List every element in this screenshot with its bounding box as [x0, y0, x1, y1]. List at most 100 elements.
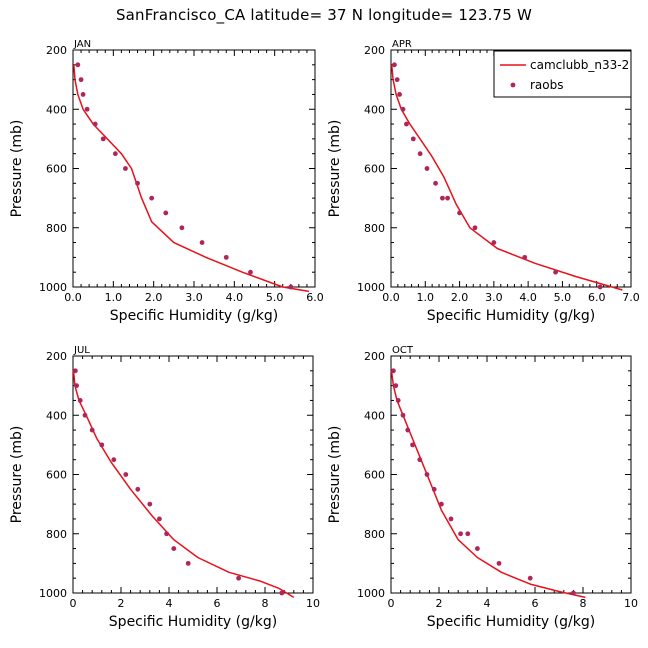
raobs-point	[163, 210, 169, 216]
y-tick-label: 1000	[357, 587, 385, 600]
panel-label: JUL	[73, 345, 90, 356]
raobs-point	[89, 427, 95, 433]
raobs-point	[400, 106, 406, 112]
x-tick-label: 5.0	[554, 291, 572, 304]
raobs-point	[491, 240, 497, 245]
panel-label: OCT	[392, 345, 414, 356]
raobs-point	[433, 180, 438, 186]
y-axis-label: Pressure (mb)	[9, 120, 25, 218]
raobs-point	[395, 398, 401, 403]
raobs-point	[92, 121, 98, 127]
raobs-point	[393, 383, 399, 389]
x-tick-label: 0	[70, 597, 77, 610]
raobs-point	[553, 269, 558, 275]
x-tick-label: 2	[118, 597, 125, 610]
raobs-point	[171, 546, 177, 551]
raobs-point	[157, 516, 162, 522]
y-tick-label: 800	[46, 528, 67, 541]
y-tick-label: 600	[46, 163, 67, 176]
legend-model-label: camclubb_n33-2	[530, 58, 629, 72]
y-axis-label: Pressure (mb)	[9, 426, 25, 524]
y-tick-label: 200	[46, 350, 67, 363]
x-tick-label: 8	[580, 597, 587, 610]
y-tick-label: 400	[46, 103, 67, 116]
y-tick-label: 600	[46, 469, 67, 482]
y-tick-label: 600	[364, 469, 385, 482]
raobs-point	[179, 225, 185, 231]
raobs-point	[84, 106, 90, 112]
raobs-point	[424, 472, 430, 477]
x-tick-label: 1.0	[417, 291, 435, 304]
x-tick-label: 2	[436, 597, 443, 610]
y-tick-label: 800	[46, 222, 67, 235]
x-tick-label: 4.0	[226, 291, 244, 304]
raobs-point	[199, 240, 205, 245]
raobs-point	[236, 575, 242, 581]
raobs-point	[417, 151, 423, 157]
raobs-point	[457, 210, 462, 216]
raobs-point	[123, 166, 128, 171]
x-tick-label: 0.0	[64, 291, 82, 304]
raobs-point	[527, 575, 533, 581]
legend-obs-label: raobs	[530, 78, 564, 92]
raobs-point	[149, 195, 155, 201]
raobs-point	[571, 590, 576, 596]
raobs-point	[400, 412, 406, 418]
y-tick-label: 200	[364, 350, 385, 363]
figure-title: SanFrancisco_CA latitude= 37 N longitude…	[115, 6, 533, 24]
x-tick-label: 10	[306, 597, 320, 610]
raobs-point	[445, 195, 450, 201]
x-tick-label: 6	[214, 597, 221, 610]
raobs-point	[448, 516, 454, 522]
x-tick-label: 2.0	[145, 291, 163, 304]
raobs-point	[75, 62, 81, 68]
raobs-point	[431, 486, 437, 492]
raobs-point	[410, 136, 416, 142]
x-tick-label: 4	[484, 597, 491, 610]
raobs-point	[112, 151, 118, 157]
raobs-point	[472, 225, 478, 231]
raobs-point	[99, 442, 105, 448]
raobs-point	[392, 62, 397, 68]
panel-label: APR	[392, 39, 412, 50]
model-profile-line	[390, 64, 623, 291]
model-profile-line	[72, 370, 295, 599]
raobs-point	[496, 560, 502, 566]
raobs-point	[123, 472, 129, 477]
model-profile-line	[73, 64, 310, 293]
x-axis-label: Specific Humidity (g/kg)	[427, 614, 595, 630]
raobs-point	[458, 531, 463, 537]
raobs-point	[440, 195, 445, 201]
raobs-point	[465, 531, 471, 537]
x-tick-label: 4.0	[519, 291, 537, 304]
y-tick-label: 1000	[39, 281, 67, 294]
panel-label: JAN	[73, 39, 91, 50]
raobs-point	[82, 412, 88, 418]
raobs-point	[410, 442, 415, 448]
y-tick-label: 200	[364, 44, 385, 57]
raobs-point	[147, 501, 153, 507]
panel-frame-jul	[72, 355, 314, 594]
x-tick-label: 10	[624, 597, 638, 610]
x-tick-label: 3.0	[185, 291, 203, 304]
x-axis-label: Specific Humidity (g/kg)	[427, 308, 595, 324]
x-axis-label: Specific Humidity (g/kg)	[110, 308, 278, 324]
legend-box	[493, 50, 632, 98]
model-profile-line	[390, 370, 586, 599]
raobs-point	[597, 284, 603, 290]
y-tick-label: 400	[46, 409, 67, 422]
raobs-point	[80, 92, 86, 97]
raobs-point	[279, 590, 285, 596]
legend-obs-swatch	[510, 82, 516, 88]
x-tick-label: 3.0	[485, 291, 503, 304]
x-tick-label: 6	[532, 597, 539, 610]
x-tick-label: 5.0	[266, 291, 284, 304]
x-tick-label: 7.0	[622, 291, 640, 304]
y-axis-label: Pressure (mb)	[327, 426, 343, 524]
raobs-point	[405, 427, 411, 433]
y-tick-label: 800	[364, 222, 385, 235]
raobs-point	[135, 486, 141, 492]
raobs-point	[135, 180, 140, 186]
y-axis-label: Pressure (mb)	[327, 120, 343, 218]
x-tick-label: 8	[262, 597, 269, 610]
